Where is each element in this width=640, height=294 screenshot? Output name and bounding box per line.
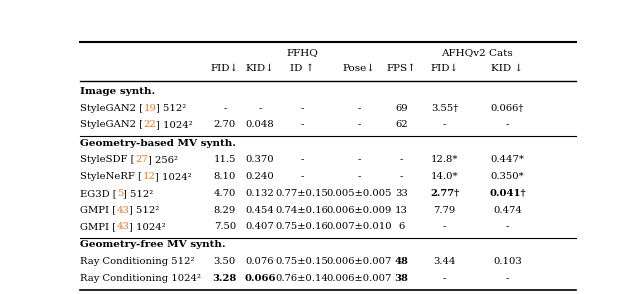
Text: ] 512²: ] 512² bbox=[156, 104, 187, 113]
Text: 11.5: 11.5 bbox=[214, 155, 236, 164]
Text: Pose↓: Pose↓ bbox=[342, 64, 375, 73]
Text: Ray Conditioning 512²: Ray Conditioning 512² bbox=[81, 257, 195, 266]
Text: -: - bbox=[443, 222, 446, 231]
Text: 27: 27 bbox=[135, 155, 148, 164]
Text: FFHQ: FFHQ bbox=[286, 48, 318, 57]
Text: 33: 33 bbox=[395, 189, 408, 198]
Text: 0.041†: 0.041† bbox=[489, 189, 526, 198]
Text: -: - bbox=[357, 155, 360, 164]
Text: 69: 69 bbox=[395, 104, 408, 113]
Text: -: - bbox=[357, 121, 360, 129]
Text: 62: 62 bbox=[395, 121, 408, 129]
Text: 0.006±0.007: 0.006±0.007 bbox=[326, 274, 392, 283]
Text: 43: 43 bbox=[116, 206, 129, 215]
Text: KID ↓: KID ↓ bbox=[492, 64, 524, 73]
Text: ] 512²: ] 512² bbox=[129, 206, 159, 215]
Text: 0.103: 0.103 bbox=[493, 257, 522, 266]
Text: 0.048: 0.048 bbox=[246, 121, 275, 129]
Text: 7.50: 7.50 bbox=[214, 222, 236, 231]
Text: Geometry-free MV synth.: Geometry-free MV synth. bbox=[81, 240, 226, 249]
Text: 22: 22 bbox=[143, 121, 156, 129]
Text: -: - bbox=[223, 104, 227, 113]
Text: 38: 38 bbox=[394, 274, 408, 283]
Text: -: - bbox=[443, 274, 446, 283]
Text: 12.8*: 12.8* bbox=[431, 155, 458, 164]
Text: GMPI [: GMPI [ bbox=[81, 222, 116, 231]
Text: -: - bbox=[357, 104, 360, 113]
Text: 3.55†: 3.55† bbox=[431, 104, 458, 113]
Text: 0.474: 0.474 bbox=[493, 206, 522, 215]
Text: 0.75±0.15: 0.75±0.15 bbox=[276, 257, 329, 266]
Text: 12: 12 bbox=[142, 172, 156, 181]
Text: -: - bbox=[357, 172, 360, 181]
Text: 0.066: 0.066 bbox=[244, 274, 276, 283]
Text: 13: 13 bbox=[395, 206, 408, 215]
Text: 2.70: 2.70 bbox=[214, 121, 236, 129]
Text: 0.132: 0.132 bbox=[246, 189, 275, 198]
Text: ] 1024²: ] 1024² bbox=[129, 222, 166, 231]
Text: -: - bbox=[443, 121, 446, 129]
Text: StyleNeRF [: StyleNeRF [ bbox=[81, 172, 142, 181]
Text: Ray Conditioning 1024²: Ray Conditioning 1024² bbox=[81, 274, 202, 283]
Text: EG3D [: EG3D [ bbox=[81, 189, 117, 198]
Text: 0.006±0.007: 0.006±0.007 bbox=[326, 257, 392, 266]
Text: StyleGAN2 [: StyleGAN2 [ bbox=[81, 121, 143, 129]
Text: 0.77±0.15: 0.77±0.15 bbox=[276, 189, 329, 198]
Text: FID↓: FID↓ bbox=[431, 64, 459, 73]
Text: 3.50: 3.50 bbox=[214, 257, 236, 266]
Text: ] 1024²: ] 1024² bbox=[156, 121, 193, 129]
Text: StyleSDF [: StyleSDF [ bbox=[81, 155, 135, 164]
Text: 7.79: 7.79 bbox=[433, 206, 456, 215]
Text: 0.240: 0.240 bbox=[246, 172, 275, 181]
Text: 0.007±0.010: 0.007±0.010 bbox=[326, 222, 392, 231]
Text: 48: 48 bbox=[394, 257, 408, 266]
Text: 0.370: 0.370 bbox=[246, 155, 275, 164]
Text: -: - bbox=[506, 222, 509, 231]
Text: -: - bbox=[400, 172, 403, 181]
Text: Geometry-based MV synth.: Geometry-based MV synth. bbox=[81, 138, 237, 148]
Text: -: - bbox=[301, 121, 304, 129]
Text: -: - bbox=[301, 155, 304, 164]
Text: FPS↑: FPS↑ bbox=[387, 64, 417, 73]
Text: 8.10: 8.10 bbox=[214, 172, 236, 181]
Text: 0.407: 0.407 bbox=[246, 222, 275, 231]
Text: 0.066†: 0.066† bbox=[491, 104, 524, 113]
Text: 3.28: 3.28 bbox=[212, 274, 237, 283]
Text: -: - bbox=[506, 121, 509, 129]
Text: KID↓: KID↓ bbox=[246, 64, 275, 73]
Text: 5: 5 bbox=[117, 189, 124, 198]
Text: ID ↑: ID ↑ bbox=[290, 64, 314, 73]
Text: -: - bbox=[400, 155, 403, 164]
Text: 0.454: 0.454 bbox=[246, 206, 275, 215]
Text: 0.76±0.14: 0.76±0.14 bbox=[276, 274, 329, 283]
Text: 6: 6 bbox=[398, 222, 404, 231]
Text: 0.005±0.005: 0.005±0.005 bbox=[326, 189, 392, 198]
Text: ] 1024²: ] 1024² bbox=[156, 172, 192, 181]
Text: ] 512²: ] 512² bbox=[124, 189, 154, 198]
Text: 14.0*: 14.0* bbox=[431, 172, 458, 181]
Text: StyleGAN2 [: StyleGAN2 [ bbox=[81, 104, 143, 113]
Text: AFHQv2 Cats: AFHQv2 Cats bbox=[441, 48, 513, 57]
Text: GMPI [: GMPI [ bbox=[81, 206, 116, 215]
Text: -: - bbox=[301, 172, 304, 181]
Text: Image synth.: Image synth. bbox=[81, 87, 156, 96]
Text: 43: 43 bbox=[116, 222, 129, 231]
Text: 0.75±0.16: 0.75±0.16 bbox=[276, 222, 328, 231]
Text: 0.447*: 0.447* bbox=[490, 155, 525, 164]
Text: 4.70: 4.70 bbox=[214, 189, 236, 198]
Text: -: - bbox=[506, 274, 509, 283]
Text: 3.44: 3.44 bbox=[433, 257, 456, 266]
Text: ] 256²: ] 256² bbox=[148, 155, 178, 164]
Text: 0.74±0.16: 0.74±0.16 bbox=[276, 206, 329, 215]
Text: 19: 19 bbox=[143, 104, 156, 113]
Text: 2.77†: 2.77† bbox=[430, 189, 459, 198]
Text: -: - bbox=[301, 104, 304, 113]
Text: 0.006±0.009: 0.006±0.009 bbox=[326, 206, 392, 215]
Text: -: - bbox=[259, 104, 262, 113]
Text: 0.076: 0.076 bbox=[246, 257, 275, 266]
Text: FID↓: FID↓ bbox=[211, 64, 239, 73]
Text: 0.350*: 0.350* bbox=[491, 172, 524, 181]
Text: 8.29: 8.29 bbox=[214, 206, 236, 215]
